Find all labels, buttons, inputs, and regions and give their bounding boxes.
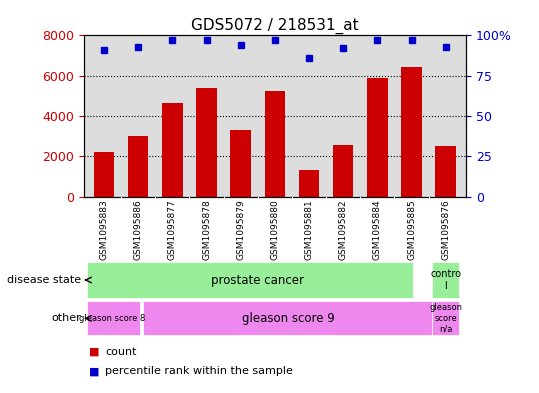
Text: other: other	[51, 313, 81, 323]
Bar	[265, 91, 285, 196]
Text: count: count	[105, 347, 136, 357]
Bar	[94, 152, 114, 196]
Text: gleason score 8: gleason score 8	[79, 314, 146, 323]
Bar	[432, 262, 459, 298]
Text: GSM1095881: GSM1095881	[305, 199, 314, 260]
Text: ■: ■	[89, 347, 99, 357]
Bar	[87, 301, 140, 335]
Bar	[231, 130, 251, 196]
Text: prostate cancer: prostate cancer	[211, 274, 305, 286]
Bar	[87, 262, 413, 298]
Text: GSM1095880: GSM1095880	[271, 199, 279, 260]
Text: GSM1095886: GSM1095886	[134, 199, 143, 260]
Bar	[128, 136, 148, 196]
Text: GSM1095884: GSM1095884	[373, 199, 382, 260]
Text: gleason
score
n/a: gleason score n/a	[429, 303, 462, 333]
Bar	[432, 301, 459, 335]
Bar	[196, 88, 217, 196]
Text: GSM1095882: GSM1095882	[338, 199, 348, 260]
Bar	[402, 66, 422, 196]
Bar	[162, 103, 183, 196]
Text: ■: ■	[89, 366, 99, 376]
Bar	[143, 301, 432, 335]
Bar	[436, 146, 456, 196]
Title: GDS5072 / 218531_at: GDS5072 / 218531_at	[191, 18, 358, 34]
Bar	[333, 145, 354, 196]
Text: gleason score 9: gleason score 9	[242, 312, 335, 325]
Text: GSM1095878: GSM1095878	[202, 199, 211, 260]
Text: percentile rank within the sample: percentile rank within the sample	[105, 366, 293, 376]
Text: GSM1095883: GSM1095883	[100, 199, 108, 260]
Text: disease state: disease state	[6, 275, 81, 285]
Text: contro
l: contro l	[430, 269, 461, 291]
Bar	[299, 170, 319, 196]
Text: GSM1095879: GSM1095879	[236, 199, 245, 260]
Text: GSM1095877: GSM1095877	[168, 199, 177, 260]
Bar	[367, 78, 388, 196]
Text: GSM1095876: GSM1095876	[441, 199, 450, 260]
Text: GSM1095885: GSM1095885	[407, 199, 416, 260]
